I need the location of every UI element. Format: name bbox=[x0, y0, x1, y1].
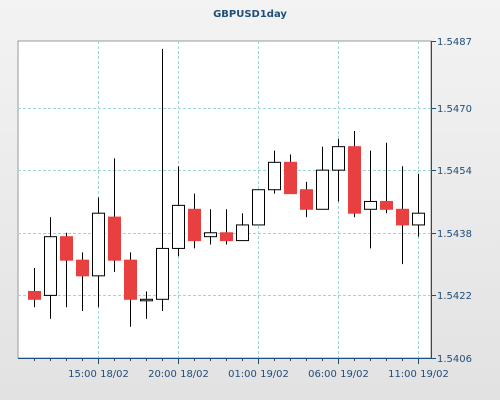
candle-body-bearish bbox=[348, 146, 361, 214]
candle-body-bullish bbox=[332, 146, 345, 171]
candle-body-bullish bbox=[236, 224, 249, 242]
candle-body-bearish bbox=[76, 259, 89, 277]
candle-body-bearish bbox=[284, 161, 297, 195]
y-tick-label: 1.5438 bbox=[437, 229, 472, 240]
candle-body-bearish bbox=[380, 200, 393, 210]
candle-body-bullish bbox=[364, 200, 377, 210]
y-tick-label: 1.5487 bbox=[437, 37, 472, 48]
y-tick-label: 1.5406 bbox=[437, 354, 472, 365]
axis-layer: 1.5406 1.5422 1.5438 1.5454 1.5470 1.5487 15:0… bbox=[18, 37, 472, 380]
y-tick-label: 1.5422 bbox=[437, 291, 472, 302]
candle-body-bullish bbox=[172, 204, 185, 249]
candle-body-bearish bbox=[220, 232, 233, 242]
candle-body-bullish bbox=[44, 236, 57, 296]
x-tick-label: 20:00 18/02 bbox=[148, 369, 209, 380]
candle-body-bearish bbox=[108, 216, 121, 261]
candle-body-bearish bbox=[124, 259, 137, 300]
plot-area bbox=[17, 40, 432, 359]
x-tick-label: 01:00 19/02 bbox=[228, 369, 289, 380]
candle-body-bearish bbox=[188, 208, 201, 242]
candle-body-bullish bbox=[140, 298, 153, 302]
y-tick-label: 1.5470 bbox=[437, 104, 472, 115]
candle-body-bullish bbox=[268, 161, 281, 191]
y-tick-label: 1.5454 bbox=[437, 166, 472, 177]
candle-body-bearish bbox=[60, 236, 73, 261]
candle-layer bbox=[28, 48, 425, 327]
candle-body-bearish bbox=[300, 189, 313, 210]
x-tick-label: 11:00 19/02 bbox=[388, 369, 449, 380]
candle-body-bearish bbox=[28, 290, 41, 300]
candle-body-bullish bbox=[412, 212, 425, 226]
chart-title: GBPUSD1day bbox=[213, 9, 287, 20]
x-tick-label: 15:00 18/02 bbox=[68, 369, 129, 380]
candle-body-bullish bbox=[252, 189, 265, 226]
candle-body-bullish bbox=[204, 232, 217, 238]
candle-body-bullish bbox=[92, 212, 105, 277]
x-tick-label: 06:00 19/02 bbox=[308, 369, 369, 380]
candle-body-bullish bbox=[156, 247, 169, 300]
candle-body-bearish bbox=[396, 208, 409, 226]
candle-body-bullish bbox=[316, 169, 329, 210]
